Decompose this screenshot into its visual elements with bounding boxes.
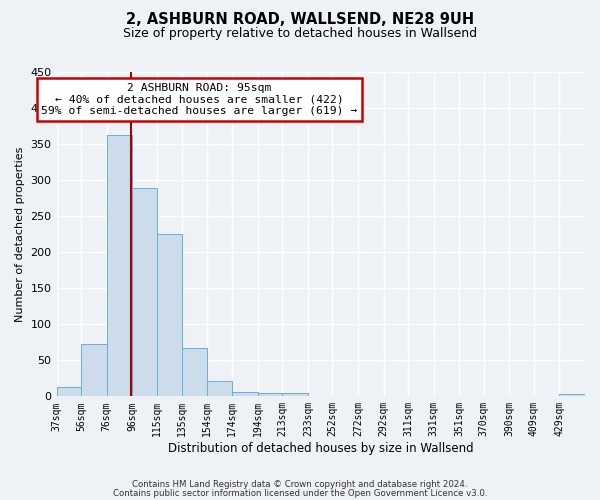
Bar	[132, 188, 157, 396]
Text: Size of property relative to detached houses in Wallsend: Size of property relative to detached ho…	[123, 28, 477, 40]
Bar	[157, 234, 182, 396]
Text: Contains HM Land Registry data © Crown copyright and database right 2024.: Contains HM Land Registry data © Crown c…	[132, 480, 468, 489]
Bar	[107, 135, 132, 396]
Text: 2, ASHBURN ROAD, WALLSEND, NE28 9UH: 2, ASHBURN ROAD, WALLSEND, NE28 9UH	[126, 12, 474, 28]
Bar	[206, 381, 232, 396]
Bar	[56, 387, 81, 396]
Bar	[559, 394, 585, 396]
Bar	[81, 344, 107, 397]
X-axis label: Distribution of detached houses by size in Wallsend: Distribution of detached houses by size …	[168, 442, 473, 455]
Text: Contains public sector information licensed under the Open Government Licence v3: Contains public sector information licen…	[113, 488, 487, 498]
Bar	[232, 392, 258, 396]
Text: 2 ASHBURN ROAD: 95sqm
← 40% of detached houses are smaller (422)
59% of semi-det: 2 ASHBURN ROAD: 95sqm ← 40% of detached …	[41, 83, 358, 116]
Y-axis label: Number of detached properties: Number of detached properties	[15, 146, 25, 322]
Bar	[282, 394, 308, 396]
Bar	[258, 392, 282, 396]
Bar	[182, 348, 206, 397]
